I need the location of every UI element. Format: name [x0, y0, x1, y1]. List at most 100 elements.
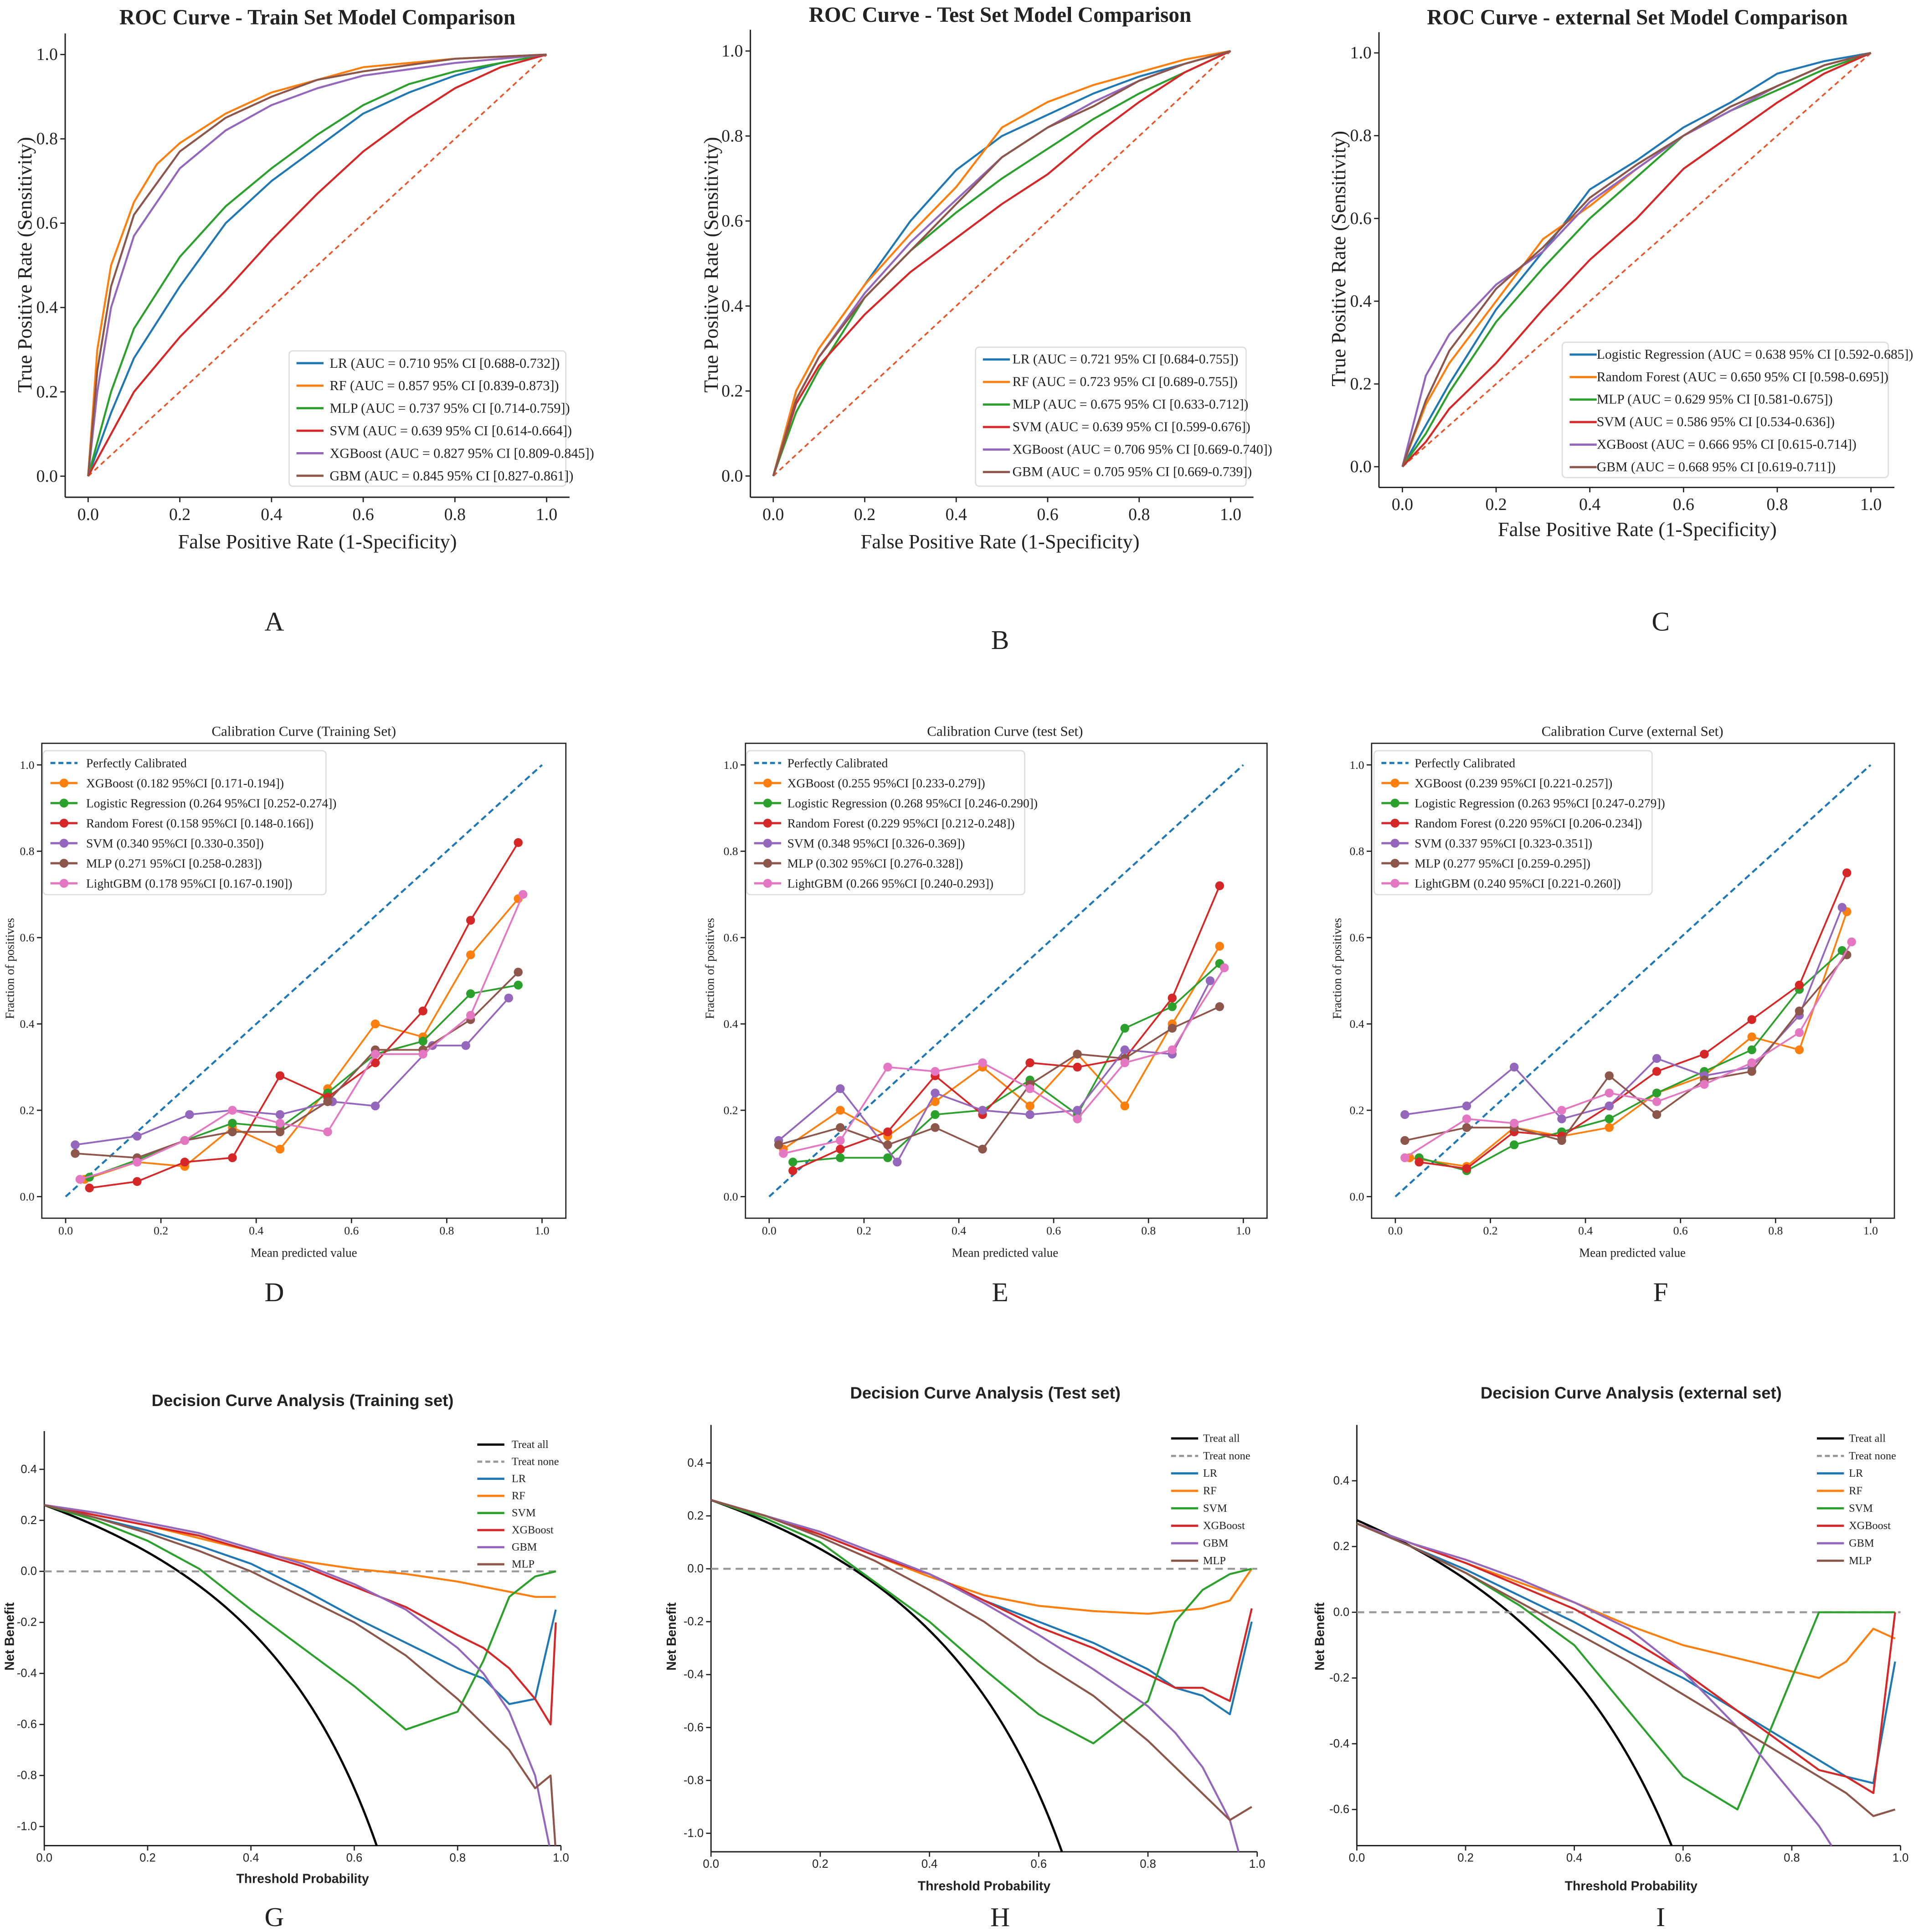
y-tick-label: -0.2 [684, 1615, 704, 1628]
data-point-random [1415, 1158, 1424, 1167]
legend-entry: LR (AUC = 0.710 95% CI [0.688-0.732]) [329, 355, 560, 371]
y-tick-label: -1.0 [684, 1827, 704, 1839]
treat-all-line [1356, 1519, 1673, 1846]
legend: LR (AUC = 0.721 95% CI [0.684-0.755]) RF … [975, 346, 1272, 487]
legend-marker [59, 839, 69, 848]
data-point-mlp [836, 1123, 845, 1132]
data-point-mlp [1462, 1123, 1471, 1132]
series-line-svm [772, 50, 1231, 477]
data-point-logistic [1605, 1114, 1614, 1123]
data-point-lightgbm [1120, 1058, 1129, 1067]
plot-area [710, 1499, 1257, 1852]
chart-D: 0.0 0.2 0.4 0.6 0.8 1.0 0.0 0.2 0.4 0.6 0.8 1.0 Cali… [3, 723, 567, 1307]
series-line-mlp [75, 971, 519, 1159]
series-line-svm [710, 1499, 1252, 1745]
legend-marker [1390, 879, 1399, 888]
data-point-logistic [931, 1110, 940, 1119]
data-point-logistic [883, 1153, 892, 1162]
data-point-xgboost [370, 1019, 380, 1029]
chart-title: Calibration Curve (external Set) [1542, 723, 1723, 739]
y-tick-label: 0.6 [721, 211, 743, 231]
data-point-mlp [1605, 1071, 1614, 1081]
data-point-xgboost [836, 1106, 845, 1115]
y-tick-label: -0.4 [1329, 1737, 1349, 1750]
data-point-random [1462, 1164, 1471, 1173]
legend-marker [59, 819, 69, 828]
data-point-lightgbm [370, 1050, 380, 1059]
data-point-lightgbm [1700, 1080, 1709, 1089]
legend-box [1373, 750, 1653, 896]
chart-A: 0.0 0.2 0.4 0.6 0.8 1.0 0.0 0.2 0.4 0.6 0.8 1.0 ROC … [13, 5, 594, 636]
y-tick-label: 0.4 [1350, 1017, 1364, 1030]
legend-entry: Treat all [1203, 1432, 1240, 1445]
y-axis-label: Net Benefit [1312, 1602, 1327, 1670]
data-point-logistic [1747, 1045, 1756, 1055]
chance-diagonal-line [87, 54, 547, 477]
x-tick-label: 0.6 [1675, 1852, 1691, 1865]
x-tick-label: 1.0 [535, 1224, 549, 1237]
legend-entry: SVM [1203, 1502, 1227, 1515]
legend-entry: Logistic Regression (0.264 95%CI [0.252-… [86, 796, 336, 810]
data-point-mlp [323, 1097, 332, 1106]
y-tick-label: 0.0 [1350, 1190, 1364, 1203]
x-tick-label: 1.0 [1893, 1852, 1909, 1865]
data-point-mlp [228, 1127, 237, 1137]
panel-label: A [265, 607, 284, 637]
x-tick-label: 0.0 [762, 1224, 777, 1237]
x-tick-label: 1.0 [1220, 505, 1241, 524]
y-tick-label: -0.2 [17, 1616, 37, 1629]
legend: Logistic Regression (AUC = 0.638 95% CI … [1561, 341, 1913, 479]
x-tick-label: 0.4 [952, 1224, 966, 1237]
y-tick-label: 0.2 [1350, 374, 1372, 393]
x-tick-label: 1.0 [1236, 1224, 1250, 1237]
y-tick-label: 0.2 [721, 381, 743, 401]
data-point-svm [931, 1088, 940, 1097]
chart-title: ROC Curve - Train Set Model Comparison [119, 5, 515, 29]
x-tick-label: 0.4 [1579, 495, 1600, 514]
chart-B: 0.0 0.2 0.4 0.6 0.8 1.0 0.0 0.2 0.4 0.6 0.8 1.0 ROC … [700, 3, 1272, 655]
x-tick-label: 0.2 [169, 505, 190, 524]
data-point-mlp [71, 1149, 80, 1158]
data-point-random [788, 1166, 797, 1175]
series-line-lr [87, 53, 547, 477]
legend: Treat all Treat none LR RF SVM XGBoost GBM MLP [1171, 1432, 1250, 1567]
legend-entry: XGBoost (0.255 95%CI [0.233-0.279]) [787, 776, 985, 790]
x-tick-label: 0.8 [439, 1224, 454, 1237]
y-tick-label: 0.0 [1350, 457, 1372, 476]
y-axis-label: Fraction of positives [3, 918, 17, 1019]
x-tick-label: 0.0 [77, 505, 99, 524]
data-point-mlp [1652, 1110, 1662, 1119]
legend-marker [763, 859, 772, 868]
legend-marker [763, 799, 772, 808]
data-point-xgboost [1120, 1101, 1129, 1111]
x-tick-label: 0.0 [762, 505, 784, 524]
y-tick-label: 0.8 [20, 845, 35, 858]
plot-area [87, 53, 547, 477]
series-line-gbm [772, 50, 1231, 477]
panel-label: F [1653, 1277, 1668, 1307]
legend-entry: GBM (AUC = 0.668 95% CI [0.619-0.711]) [1597, 460, 1836, 474]
chance-diagonal-line [772, 50, 1231, 477]
y-tick-label: -0.6 [684, 1721, 704, 1734]
series-line-svm [778, 980, 1211, 1163]
perfect-calibration-line [1394, 764, 1872, 1198]
x-axis-label: Threshold Probability [236, 1871, 369, 1886]
data-point-random [133, 1177, 142, 1186]
y-tick-label: 0.2 [687, 1510, 704, 1522]
legend-marker [59, 799, 69, 808]
x-tick-label: 0.6 [1037, 505, 1058, 524]
legend-entry: LightGBM (0.266 95%CI [0.240-0.293]) [787, 876, 993, 891]
x-tick-label: 1.0 [1249, 1858, 1266, 1870]
chart-title: ROC Curve - external Set Model Compariso… [1427, 5, 1847, 29]
y-axis-label: Fraction of positives [703, 918, 717, 1019]
legend-entry: Treat none [1203, 1450, 1250, 1462]
chart-H: 0.0 0.2 0.4 0.6 0.8 1.0 0.4 0.2 0.0 -0.2 -0.4 -0.6 -… [664, 1384, 1266, 1932]
y-tick-label: 0.8 [724, 845, 738, 858]
series-line-lr [710, 1499, 1253, 1716]
y-tick-label: 0.2 [724, 1104, 738, 1117]
x-tick-label: 0.4 [243, 1852, 259, 1865]
plot-area [1356, 1519, 1901, 1846]
y-axis-label: True Positive Rate (Sensitivity) [1327, 131, 1350, 386]
data-point-mlp [774, 1140, 783, 1149]
data-point-random [228, 1153, 237, 1162]
